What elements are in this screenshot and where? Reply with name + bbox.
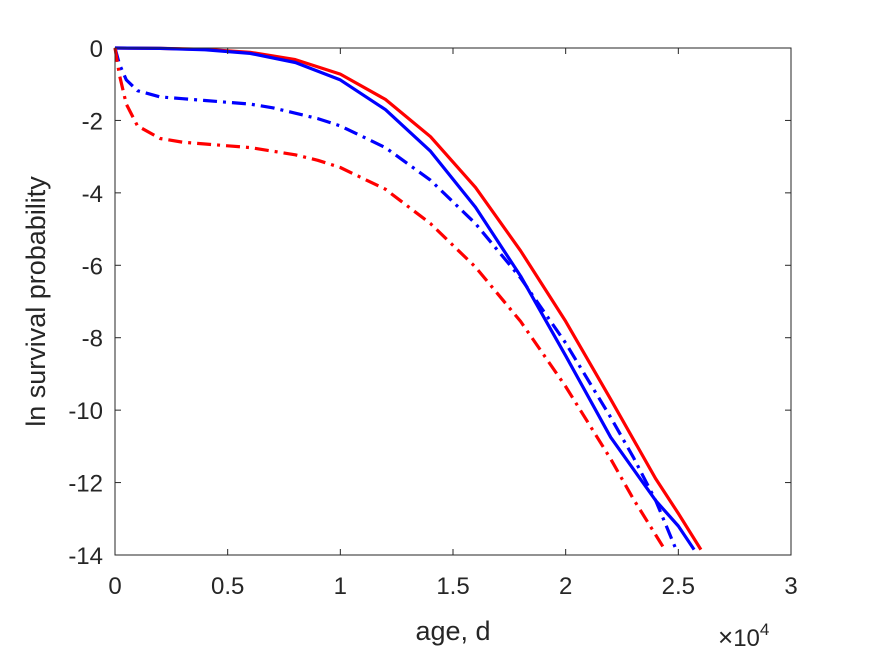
y-tick-label: -2 <box>82 108 103 135</box>
y-tick-label: -14 <box>68 543 103 570</box>
y-tick-label: 0 <box>90 36 103 63</box>
x-axis-label: age, d <box>415 616 490 646</box>
x-tick-label: 0.5 <box>211 573 244 600</box>
x-exponent-prefix: × <box>718 622 733 652</box>
y-tick-label: -10 <box>68 398 103 425</box>
y-axis-label: ln survival probability <box>21 176 51 427</box>
y-tick-label: -4 <box>82 181 103 208</box>
x-tick-label: 1 <box>334 573 347 600</box>
series-line-3 <box>113 47 678 551</box>
x-tick-label: 1.5 <box>436 573 469 600</box>
series-line-4 <box>113 47 667 551</box>
plot-area-box <box>114 47 792 556</box>
y-tick-label: -8 <box>82 326 103 353</box>
x-exponent-base: 10 <box>733 625 760 652</box>
series-line-2 <box>114 46 696 551</box>
y-tick-label: -12 <box>68 471 103 498</box>
series-line-1 <box>114 46 703 551</box>
series-layer <box>113 46 703 551</box>
x-exponent-power: 4 <box>760 620 769 639</box>
x-tick-label: 2.5 <box>662 573 695 600</box>
x-axis-exponent: ×104 <box>718 620 769 652</box>
y-tick-label: -6 <box>82 253 103 280</box>
ticks-layer: 0 0.5 1 1.5 2 2.5 3 0 -2 -4 -6 -8 -10 -12 -14 <box>68 36 797 600</box>
x-tick-label: 3 <box>784 573 797 600</box>
x-tick-label: 0 <box>108 573 121 600</box>
x-tick-label: 2 <box>559 573 572 600</box>
